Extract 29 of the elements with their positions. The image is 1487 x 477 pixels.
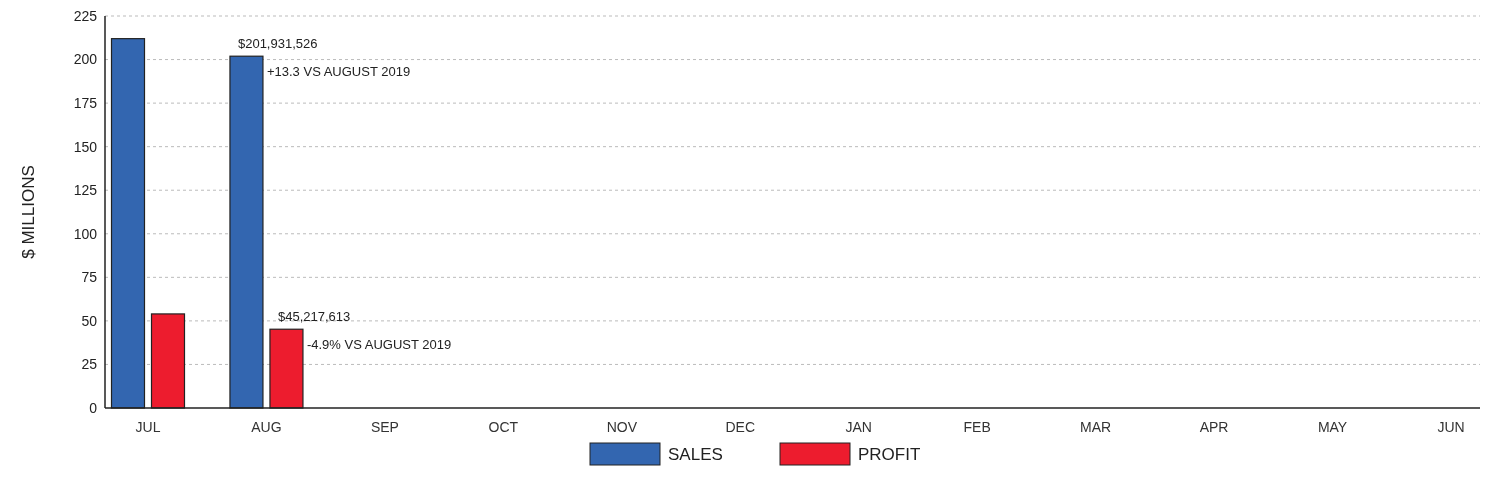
y-axis-title: $ MILLIONS (19, 165, 38, 259)
annotation: $45,217,613 (277, 309, 351, 325)
x-tick-label: AUG (251, 419, 282, 435)
x-tick-label: OCT (488, 419, 519, 435)
y-tick-label: 175 (73, 95, 98, 112)
x-tick-label: MAR (1080, 419, 1112, 435)
y-tick-label: 25 (81, 356, 98, 373)
x-tick-label: JAN (845, 419, 872, 435)
x-tick-label: FEB (963, 419, 991, 435)
x-tick-label: SEP (370, 419, 399, 435)
annotation: $201,931,526 (237, 36, 318, 52)
y-tick-label: 75 (81, 269, 98, 286)
annotation: -4.9% VS AUGUST 2019 (306, 337, 452, 353)
y-tick-label: 0 (89, 399, 98, 416)
x-tick-label: NOV (606, 419, 638, 435)
y-tick-label: 200 (73, 51, 98, 68)
y-tick-label: 150 (73, 138, 98, 155)
y-tick-label: 125 (73, 182, 98, 199)
legend-label: SALES (668, 444, 723, 464)
y-tick-label: 225 (73, 7, 98, 24)
x-tick-label: JUN (1437, 419, 1465, 435)
y-tick-label: 50 (81, 312, 98, 329)
legend-label: PROFIT (858, 444, 921, 464)
annotation: +13.3 VS AUGUST 2019 (266, 64, 411, 80)
x-tick-label: MAY (1317, 419, 1348, 435)
y-tick-label: 100 (73, 225, 98, 242)
x-tick-label: JUL (135, 419, 161, 435)
x-tick-label: DEC (725, 419, 756, 435)
x-tick-label: APR (1199, 419, 1229, 435)
